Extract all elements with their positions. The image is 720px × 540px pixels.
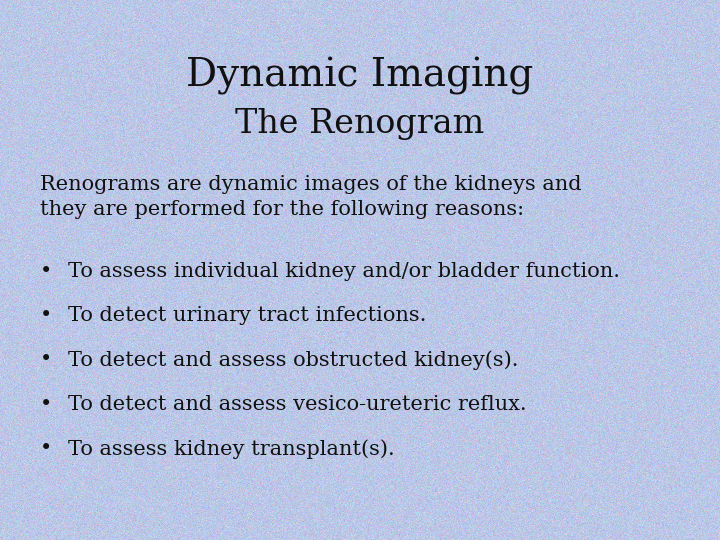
Text: To assess kidney transplant(s).: To assess kidney transplant(s). <box>68 439 395 458</box>
Text: To assess individual kidney and/or bladder function.: To assess individual kidney and/or bladd… <box>68 262 621 281</box>
Text: Renograms are dynamic images of the kidneys and
they are performed for the follo: Renograms are dynamic images of the kidn… <box>40 176 581 219</box>
Text: To detect urinary tract infections.: To detect urinary tract infections. <box>68 306 427 325</box>
Text: •: • <box>40 262 52 281</box>
Text: Dynamic Imaging: Dynamic Imaging <box>186 57 534 94</box>
Text: •: • <box>40 439 52 458</box>
Text: •: • <box>40 350 52 369</box>
Text: The Renogram: The Renogram <box>235 108 485 140</box>
Text: •: • <box>40 395 52 414</box>
Text: To detect and assess obstructed kidney(s).: To detect and assess obstructed kidney(s… <box>68 350 519 370</box>
Text: •: • <box>40 306 52 325</box>
Text: To detect and assess vesico-ureteric reflux.: To detect and assess vesico-ureteric ref… <box>68 395 527 414</box>
